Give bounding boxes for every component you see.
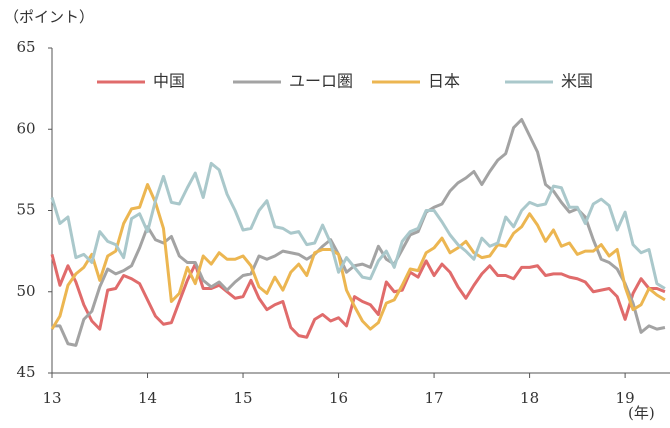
x-axis-label: (年) [628, 404, 655, 422]
y-tick-label: 65 [16, 38, 35, 56]
y-axis-label: （ポイント） [4, 8, 94, 26]
x-tick-label: 19 [616, 389, 635, 407]
series-line [52, 118, 666, 347]
y-tick-label: 60 [16, 119, 35, 137]
y-tick-label: 55 [16, 201, 35, 219]
y-tick-label: 45 [16, 363, 35, 381]
series-line [50, 161, 666, 290]
legend-label: 日本 [428, 72, 460, 91]
x-tick-label: 18 [520, 389, 539, 407]
x-tick-label: 15 [233, 389, 252, 407]
y-tick-label: 50 [16, 282, 35, 300]
legend-label: ユーロ圏 [289, 72, 353, 91]
series-line [50, 183, 666, 331]
x-tick-label: 16 [329, 389, 348, 407]
legend-label: 米国 [561, 72, 593, 91]
x-tick-label: 17 [425, 389, 444, 407]
legend-label: 中国 [153, 72, 185, 91]
x-tick-label: 14 [138, 389, 157, 407]
series-line [50, 254, 666, 339]
x-tick-label: 13 [42, 389, 61, 407]
